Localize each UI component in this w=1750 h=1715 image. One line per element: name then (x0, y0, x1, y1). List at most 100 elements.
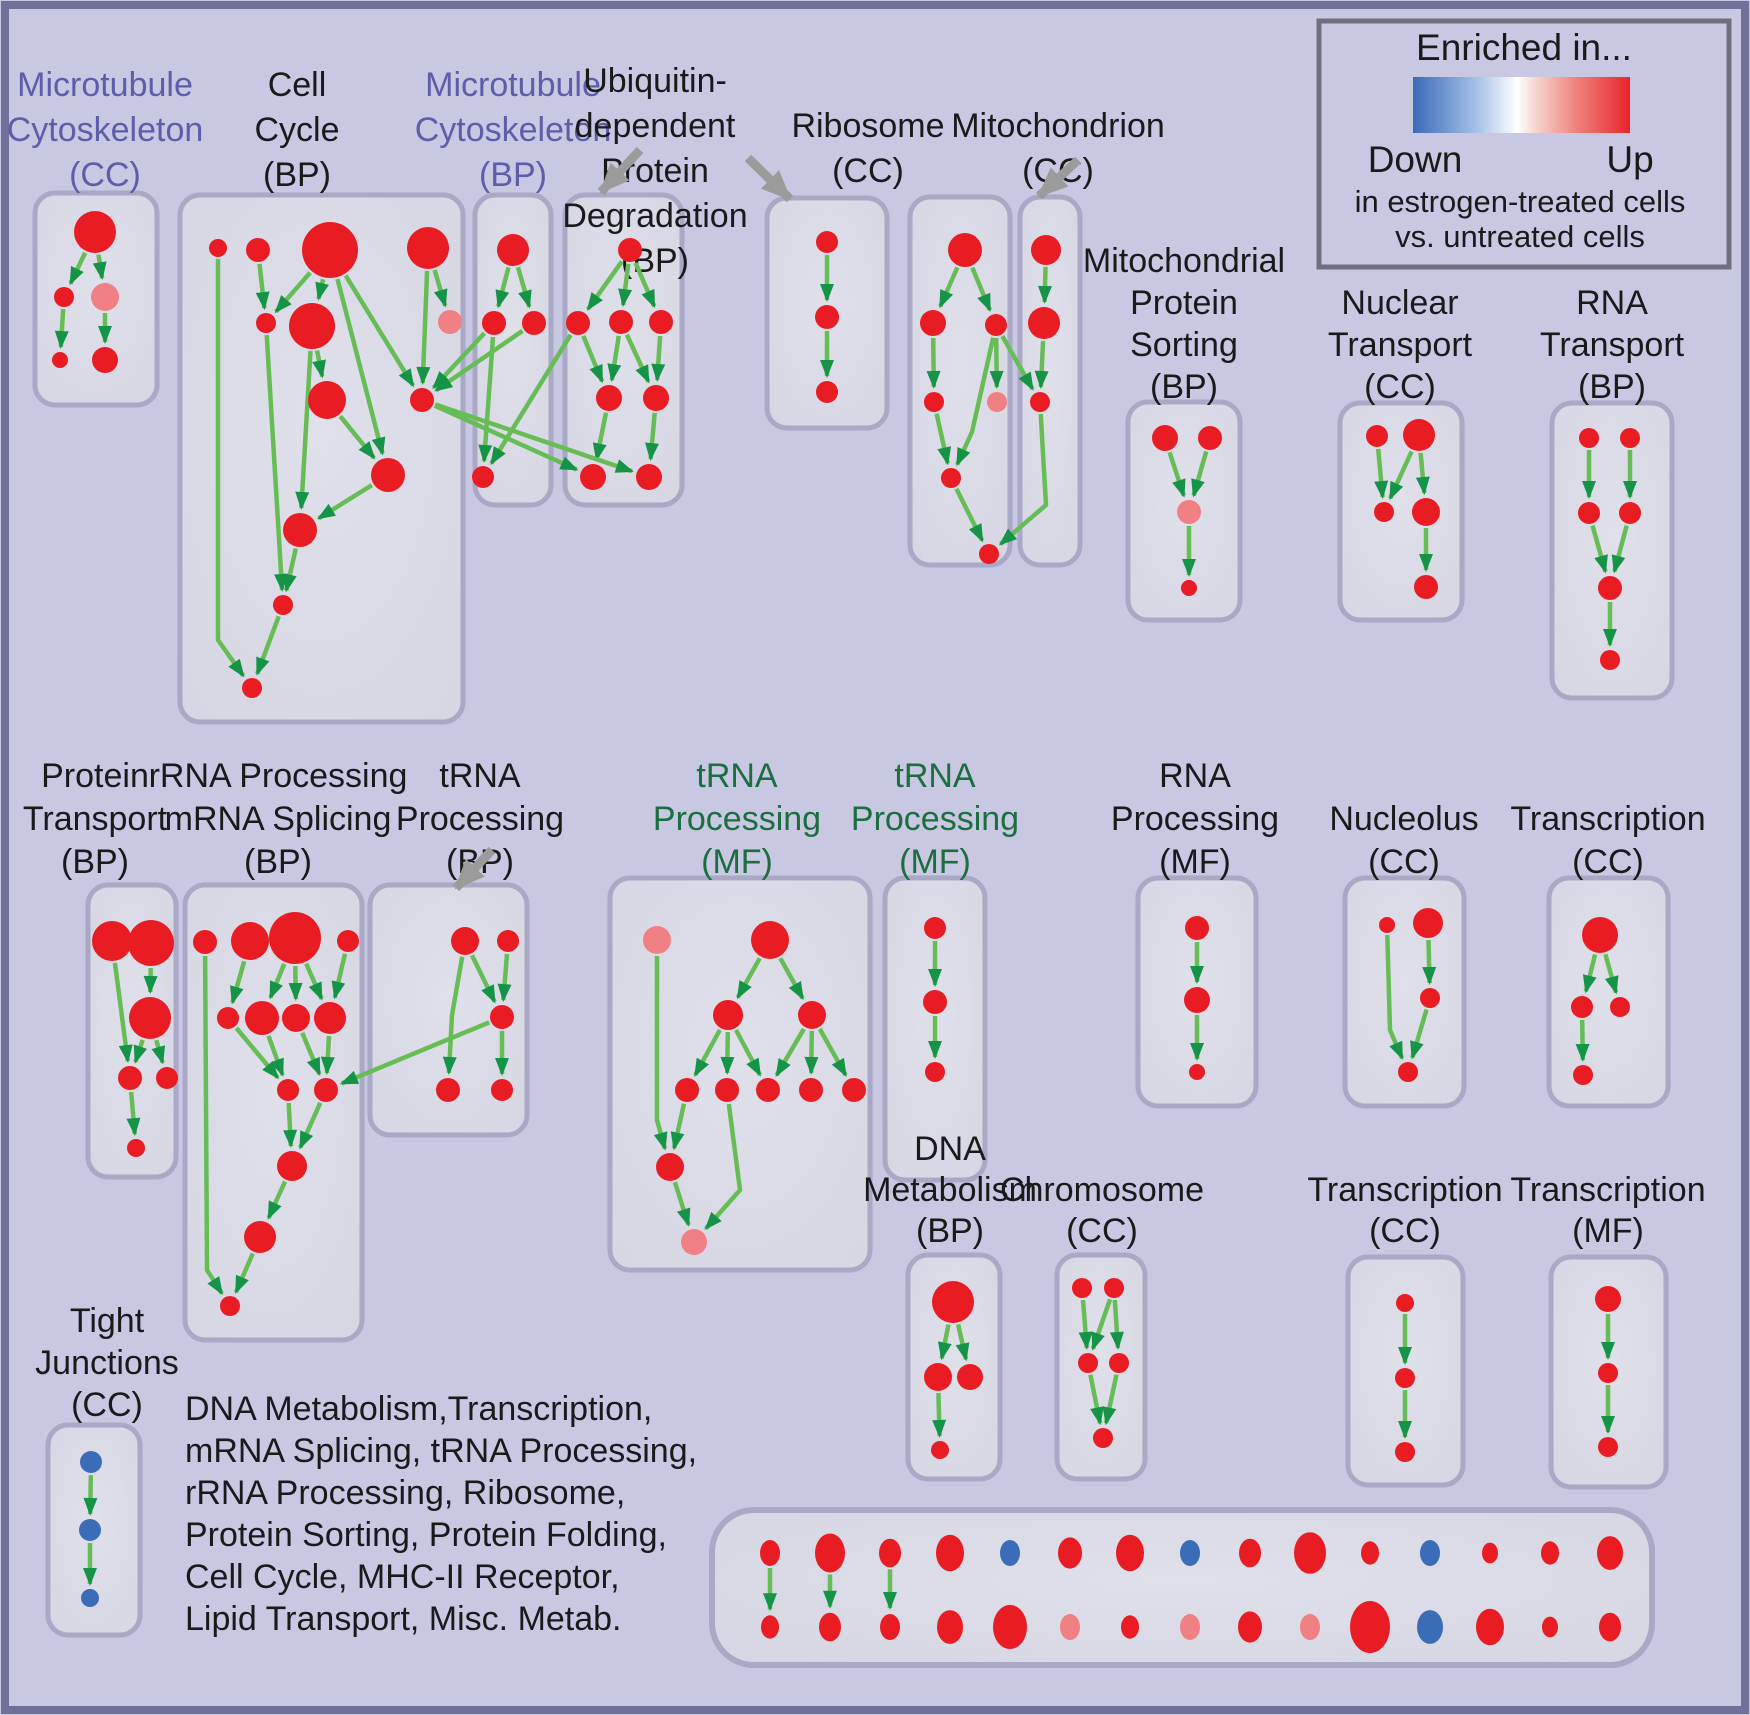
misc-categories-line-5: Lipid Transport, Misc. Metab. (185, 1600, 622, 1638)
legend-colorbar (1413, 77, 1630, 133)
rrna-processing-mrna-splicing-bp-node-2 (269, 912, 321, 964)
protein-transport-bp-node-4 (156, 1067, 178, 1089)
transcription-cc-row2-box (1546, 875, 1671, 1109)
protein-transport-bp-node-1 (128, 920, 174, 966)
trna-processing-mf-large-label-line-2: (MF) (701, 843, 773, 881)
cell-cycle-bp-edge-4 (343, 274, 416, 388)
dna-metabolism-bp-node-2 (957, 1364, 983, 1390)
ribosome-cc-edge-5 (955, 337, 996, 467)
trna-processing-mf-large-edge-10 (672, 1181, 691, 1227)
protein-transport-bp-node-2 (129, 997, 171, 1039)
ribosome-cc-edge-3 (989, 337, 1004, 389)
transcription-mf-node-2 (1598, 1437, 1618, 1457)
rna-processing-mf-node-0 (1185, 916, 1209, 940)
rrna-processing-mrna-splicing-bp-node-4 (217, 1007, 239, 1029)
rrna-processing-mrna-splicing-bp-edge-11 (298, 1101, 323, 1150)
ribosome-cc-edge-6 (954, 487, 985, 543)
nucleolus-cc-label-line-0: Nucleolus (1329, 800, 1478, 838)
microtubule-cytoskeleton-bp-node-3 (472, 466, 494, 488)
microtubule-cytoskeleton-bp-edge-1 (515, 266, 532, 309)
ubiquitin-dependent-protein-degradation-bp-node-5 (643, 385, 669, 411)
trna-processing-mf-large-label-line-0: tRNA (696, 757, 778, 795)
strip-bottom-node-8 (1238, 1611, 1262, 1643)
cross-edge-4 (489, 333, 573, 466)
tight-junctions-cc-label-line-0: Tight (70, 1302, 145, 1340)
strip-top-node-13 (1541, 1541, 1559, 1565)
ribosome-cc-label-line-1: (CC) (832, 152, 904, 190)
transcription-cc-row2-label-line-0: Transcription (1510, 800, 1705, 838)
chromosome-cc-node-3 (1109, 1353, 1129, 1373)
microtubule-cytoskeleton-bp-node-0 (497, 234, 529, 266)
rna-processing-mf-label-line-0: RNA (1159, 757, 1231, 795)
legend-down-label: Down (1368, 139, 1463, 180)
cell-cycle-bp-edge-12 (255, 615, 281, 676)
ubiquitin-dependent-protein-degradation-bp-node-4 (596, 385, 622, 411)
cell-cycle-bp-edge-1 (255, 263, 270, 311)
cell-cycle-bp-node-8 (410, 388, 434, 412)
cell-cycle-bp-edge-5 (335, 278, 386, 456)
ribosome-cc-node-0 (948, 233, 982, 267)
nuclear-transport-cc-box (1337, 400, 1465, 623)
tight-junctions-cc-node-2 (81, 1589, 99, 1607)
trna-processing-bp-box (367, 882, 530, 1138)
cross-edge-5 (1000, 335, 1035, 391)
protein-transport-bp-edge-0 (112, 962, 133, 1064)
nuclear-transport-cc-label-line-1: Transport (1328, 326, 1473, 364)
strip-top-node-7 (1180, 1540, 1200, 1566)
strip-bottom-node-6 (1121, 1615, 1139, 1639)
transcription-cc-row2-node-1 (1571, 996, 1593, 1018)
ribosome-cc-node-4 (987, 392, 1007, 412)
protein-transport-bp-edge-4 (126, 1091, 141, 1137)
strip-top-node-5 (1058, 1537, 1082, 1569)
ribosome-cc-edge-2 (926, 337, 941, 389)
ubiquitin-dependent-protein-degradation-bp-edge-7 (592, 412, 609, 462)
protein-transport-bp-node-0 (92, 921, 132, 961)
rrna-processing-mrna-splicing-bp-edge-8 (300, 1031, 322, 1077)
transcription-cc-row3-node-0 (1396, 1294, 1414, 1312)
cell-cycle-bp-edge-9 (338, 414, 376, 460)
cell-cycle-bp-node-7 (308, 381, 346, 419)
strip-bottom-node-7 (1180, 1614, 1200, 1640)
trna-processing-mf-large-edge-1 (778, 957, 805, 1001)
transcription-mf-label-line-1: (MF) (1572, 1212, 1644, 1250)
ribosome-cc-node-3 (924, 392, 944, 412)
rna-transport-bp-edge-2 (1590, 524, 1608, 574)
trna-processing-bp-node-0 (451, 927, 479, 955)
cell-cycle-bp-label-line-0: Cell (268, 66, 327, 104)
annotation-arrow-1 (744, 154, 794, 203)
chromosome-cc-edge-2 (1109, 1299, 1124, 1350)
cell-cycle-bp-label-line-1: Cycle (254, 111, 339, 149)
legend-subtitle-1: in estrogen-treated cells (1355, 184, 1686, 219)
ubiquitin-dependent-protein-degradation-bp-edge-2 (633, 262, 657, 309)
misc-categories-line-1: mRNA Splicing, tRNA Processing, (185, 1432, 697, 1470)
rrna-processing-mrna-splicing-bp-edge-4 (304, 962, 324, 1001)
trna-processing-bp-edge-0 (442, 956, 465, 1075)
cell-cycle-bp-node-4 (256, 313, 276, 333)
mitochondrial-protein-sorting-bp-label-line-3: (BP) (1150, 368, 1218, 406)
rrna-processing-mrna-splicing-bp-node-12 (220, 1296, 240, 1316)
ubiquitin-degradation-second-box-node-1 (815, 305, 839, 329)
rrna-processing-mrna-splicing-bp-node-10 (277, 1151, 307, 1181)
rrna-processing-mrna-splicing-bp-edge-0 (202, 955, 224, 1296)
nuclear-transport-cc-edge-2 (1415, 452, 1430, 496)
cross-edge-1 (434, 329, 524, 393)
cell-cycle-bp-edge-0 (215, 259, 246, 678)
strip-top-node-3 (936, 1534, 964, 1572)
trna-processing-mf-large-label-line-1: Processing (653, 800, 821, 838)
dna-metabolism-bp-label-line-0: DNA (914, 1130, 986, 1168)
mitochondrial-protein-sorting-bp-label-line-2: Sorting (1130, 326, 1238, 364)
trna-processing-mf-large-node-10 (681, 1229, 707, 1255)
transcription-cc-row2-edge-1 (1603, 953, 1619, 995)
rrna-processing-mrna-splicing-bp-node-11 (244, 1221, 276, 1253)
strip-top-node-11 (1420, 1540, 1440, 1566)
rrna-processing-mrna-splicing-bp-label-line-0: rRNA Processing (149, 757, 408, 795)
strip-bottom-node-14 (1599, 1612, 1621, 1642)
transcription-cc-row2-edge-0 (1582, 953, 1598, 994)
cell-cycle-bp-node-6 (438, 310, 462, 334)
ubiquitin-dependent-protein-degradation-bp-node-3 (649, 310, 673, 334)
strip-top-node-14 (1597, 1536, 1623, 1570)
protein-transport-bp-label-line-1: Transport (23, 800, 168, 838)
trna-processing-mf-large-node-3 (798, 1001, 826, 1029)
